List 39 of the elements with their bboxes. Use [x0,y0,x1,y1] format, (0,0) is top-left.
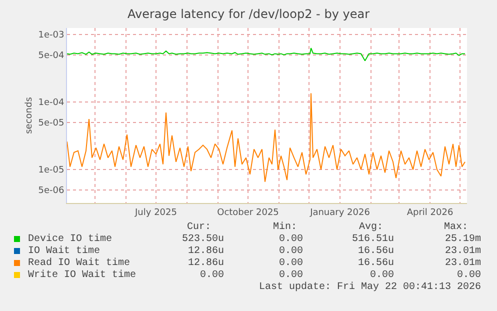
x-tick-label: April 2026 [406,208,454,218]
y-tick-label: 5e-06 [38,186,64,196]
text: 523.50u [182,234,224,245]
text: 23.01m [445,258,482,269]
legend-label: IO Wait time [28,245,100,257]
x-tick-label: July 2025 [134,208,177,218]
text: 516.51u [352,234,394,245]
text: 12.86u [188,246,224,257]
chart-title: Average latency for /dev/loop2 - by year [127,7,370,22]
y-tick-label: 5e-05 [38,118,64,129]
text: Avg: [359,222,384,233]
text: 12.86u [188,258,224,269]
line-series [67,92,466,182]
legend-label: Device IO time [28,233,112,245]
text: Last update: Fri May 22 00:41:13 2026 [259,281,482,293]
text: Min: [273,221,298,233]
legend-label: Write IO Wait time [28,269,136,281]
x-tick-label: October 2025 [217,208,279,218]
y-axis-title: seconds [24,96,35,134]
text: 0.00 [457,270,482,281]
text: 16.56u [358,258,394,269]
line-series [67,48,466,62]
text: Max: [444,222,468,233]
text: 0.00 [279,246,304,257]
text: 16.56u [358,246,394,257]
text: Cur: [187,222,212,233]
y-tick-label: 1e-05 [38,166,64,176]
y-tick-label: 5e-04 [38,51,64,62]
y-tick-label: 1e-04 [38,98,64,108]
legend-label: Read IO Wait time [28,257,130,269]
x-tick-label: January 2026 [309,208,370,218]
text: 0.00 [279,258,304,269]
text: 0.00 [279,270,304,281]
text: 0.00 [200,270,224,281]
y-tick-label: 1e-03 [38,30,64,41]
text: 0.00 [370,270,394,281]
text: 0.00 [279,234,304,245]
text: 25.19m [445,234,482,245]
text: 23.01m [445,246,482,257]
